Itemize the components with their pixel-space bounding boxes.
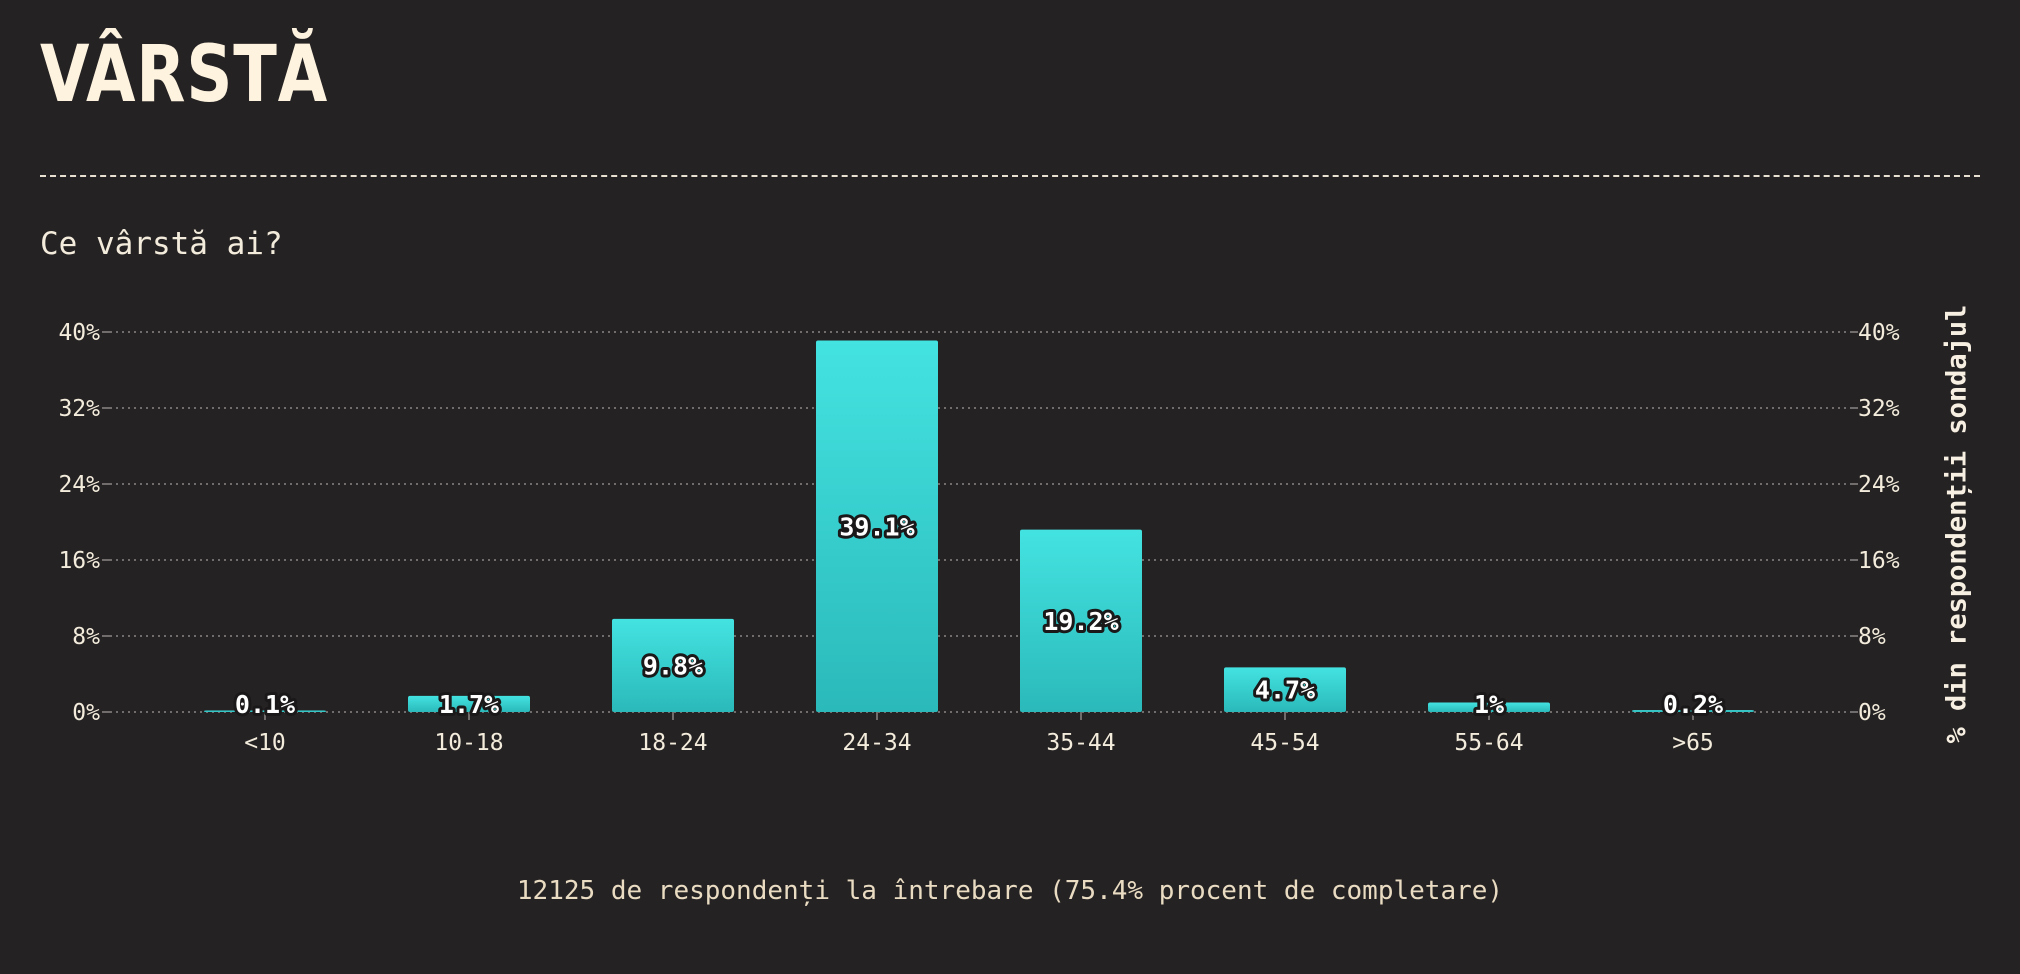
- bar-value-label: 1%: [1474, 690, 1504, 719]
- bar-55-64[interactable]: [1428, 702, 1550, 713]
- bar-value-label: 9.8%: [643, 651, 703, 680]
- bar--10[interactable]: [204, 710, 326, 713]
- x-tick-label: 18-24: [638, 730, 707, 756]
- x-tick-label: 35-44: [1046, 730, 1115, 756]
- bar-10-18[interactable]: [408, 695, 530, 712]
- x-tick-label: 10-18: [434, 730, 503, 756]
- y-tick-label-right: 16%: [1858, 548, 1900, 574]
- bar-35-44[interactable]: [1020, 529, 1142, 712]
- x-tick-label: 24-34: [842, 730, 911, 756]
- y-tick-label-right: 40%: [1858, 320, 1900, 346]
- y-tick-label-right: 0%: [1858, 700, 1886, 726]
- bar-value-label: 39.1%: [839, 512, 914, 541]
- x-tick-label: <10: [244, 730, 286, 756]
- y-tick-label-left: 24%: [58, 472, 100, 498]
- bar-24-34[interactable]: [816, 340, 938, 712]
- bar-value-label: 0.2%: [1663, 690, 1723, 719]
- y-tick-label-left: 16%: [58, 548, 100, 574]
- y-tick-label-right: 32%: [1858, 396, 1900, 422]
- y-tick-label-left: 0%: [72, 700, 100, 726]
- right-axis-title: % din respondenții sondajul: [1942, 305, 1973, 744]
- footer-note: 12125 de respondenți la întrebare (75.4%…: [516, 876, 1504, 906]
- y-tick-label-right: 24%: [1858, 472, 1900, 498]
- x-tick-label: 45-54: [1250, 730, 1319, 756]
- y-tick-label-left: 32%: [58, 396, 100, 422]
- bar-value-label: 0.1%: [235, 690, 295, 719]
- y-tick-label-right: 8%: [1858, 624, 1886, 650]
- bar-18-24[interactable]: [612, 618, 734, 712]
- dashed-divider: [40, 175, 1980, 177]
- page-title: VÂRSTĂ: [40, 30, 329, 120]
- bar-value-label: 1.7%: [439, 690, 499, 719]
- x-tick-label: >65: [1672, 730, 1714, 756]
- bar--65[interactable]: [1632, 710, 1754, 712]
- bar-45-54[interactable]: [1224, 667, 1346, 712]
- x-tick-label: 55-64: [1454, 730, 1523, 756]
- y-tick-label-left: 40%: [58, 320, 100, 346]
- age-bar-chart: 0% 0% 8% 8% 16% 16% 24% 24% 32% 32% 40% 40% <10 0.1% 1…: [58, 305, 1973, 756]
- bar-value-label: 4.7%: [1255, 676, 1315, 705]
- bar-value-label: 19.2%: [1043, 607, 1118, 636]
- y-tick-label-left: 8%: [72, 624, 100, 650]
- question-text: Ce vârstă ai?: [40, 226, 283, 262]
